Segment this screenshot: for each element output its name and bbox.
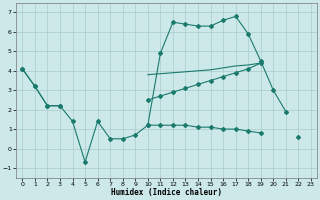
- X-axis label: Humidex (Indice chaleur): Humidex (Indice chaleur): [111, 188, 222, 197]
